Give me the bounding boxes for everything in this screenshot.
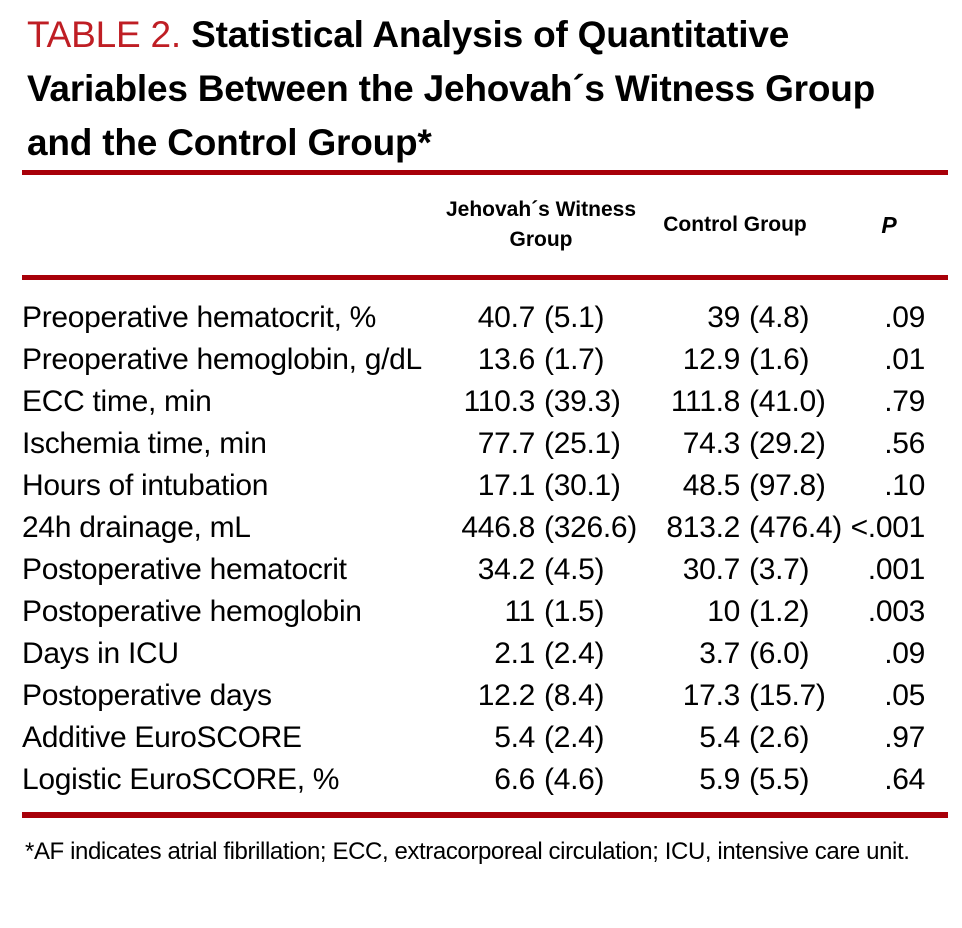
- table-row: Preoperative hematocrit, % 40.7 (5.1) 39…: [22, 297, 948, 339]
- row-label: Hours of intubation: [22, 469, 269, 502]
- jw-sd-value: (8.4): [544, 679, 605, 712]
- table-row: Postoperative hemoglobin 11 (1.5) 10 (1.…: [22, 591, 948, 633]
- table-body: Preoperative hematocrit, % 40.7 (5.1) 39…: [22, 297, 948, 801]
- table-row: Postoperative days 12.2 (8.4) 17.3 (15.7…: [22, 675, 948, 717]
- control-mean-value: 111.8: [670, 385, 740, 418]
- control-mean-value: 813.2: [666, 511, 740, 544]
- control-sd-value: (3.7): [749, 553, 810, 586]
- row-label: Preoperative hematocrit, %: [22, 301, 377, 334]
- p-value: .01: [884, 343, 925, 376]
- jw-mean-value: 6.6: [494, 763, 535, 796]
- control-sd-value: (6.0): [749, 637, 810, 670]
- row-label: 24h drainage, mL: [22, 511, 251, 544]
- jw-sd-value: (4.6): [544, 763, 605, 796]
- table-row: Additive EuroSCORE 5.4 (2.4) 5.4 (2.6) .…: [22, 717, 948, 759]
- table-footnote: *AF indicates atrial fibrillation; ECC, …: [25, 838, 910, 865]
- jw-mean-value: 2.1: [494, 637, 535, 670]
- p-value: .09: [884, 637, 925, 670]
- table-row: Logistic EuroSCORE, % 6.6 (4.6) 5.9 (5.5…: [22, 759, 948, 801]
- control-mean-value: 5.4: [699, 721, 740, 754]
- control-mean-value: 74.3: [682, 427, 741, 460]
- control-sd-value: (41.0): [749, 385, 826, 418]
- row-label: Ischemia time, min: [22, 427, 267, 460]
- control-sd-value: (97.8): [749, 469, 826, 502]
- row-label: Postoperative hemoglobin: [22, 595, 362, 628]
- p-value: .79: [884, 385, 925, 418]
- table-title-text: Statistical Analysis of Quantitative Var…: [27, 14, 876, 163]
- jw-sd-value: (2.4): [544, 721, 605, 754]
- control-sd-value: (476.4): [749, 511, 842, 544]
- table-row: Days in ICU 2.1 (2.4) 3.7 (6.0) .09: [22, 633, 948, 675]
- p-value: .001: [867, 553, 926, 586]
- row-label: Logistic EuroSCORE, %: [22, 763, 340, 796]
- table-row: 24h drainage, mL 446.8 (326.6) 813.2 (47…: [22, 507, 948, 549]
- p-value: .10: [884, 469, 925, 502]
- row-label: ECC time, min: [22, 385, 212, 418]
- control-sd-value: (2.6): [749, 721, 810, 754]
- control-sd-value: (1.6): [749, 343, 810, 376]
- jw-sd-value: (39.3): [544, 385, 621, 418]
- column-header-p: P: [881, 212, 897, 238]
- p-value: .05: [884, 679, 925, 712]
- jw-mean-value: 77.7: [477, 427, 536, 460]
- jw-mean-value: 40.7: [477, 301, 536, 334]
- p-value: .003: [867, 595, 926, 628]
- row-label: Preoperative hemoglobin, g/dL: [22, 343, 422, 376]
- control-mean-value: 12.9: [682, 343, 741, 376]
- jw-sd-value: (5.1): [544, 301, 605, 334]
- row-label: Additive EuroSCORE: [22, 721, 302, 754]
- p-value: .64: [884, 763, 925, 796]
- control-mean-value: 5.9: [699, 763, 740, 796]
- jw-mean-value: 12.2: [477, 679, 536, 712]
- control-mean-value: 17.3: [682, 679, 741, 712]
- column-header-jw-group: Jehovah´s Witness Group: [445, 198, 637, 251]
- jw-sd-value: (326.6): [544, 511, 637, 544]
- control-mean-value: 3.7: [699, 637, 740, 670]
- jw-mean-value: 17.1: [477, 469, 536, 502]
- rule-top: [22, 170, 948, 175]
- jw-sd-value: (1.5): [544, 595, 605, 628]
- jw-sd-value: (4.5): [544, 553, 605, 586]
- table-header-row: Jehovah´s Witness Group Control Group P: [22, 175, 948, 275]
- jw-mean-value: 110.3: [463, 385, 536, 418]
- jw-sd-value: (25.1): [544, 427, 621, 460]
- row-label: Days in ICU: [22, 637, 179, 670]
- table-row: Postoperative hematocrit 34.2 (4.5) 30.7…: [22, 549, 948, 591]
- table-row: Hours of intubation 17.1 (30.1) 48.5 (97…: [22, 465, 948, 507]
- table-row: Preoperative hemoglobin, g/dL 13.6 (1.7)…: [22, 339, 948, 381]
- table-row: Ischemia time, min 77.7 (25.1) 74.3 (29.…: [22, 423, 948, 465]
- jw-mean-value: 446.8: [461, 511, 535, 544]
- jw-mean-value: 11: [504, 595, 535, 628]
- control-mean-value: 39: [707, 301, 740, 334]
- control-mean-value: 48.5: [682, 469, 741, 502]
- p-value: .56: [884, 427, 925, 460]
- control-mean-value: 30.7: [682, 553, 741, 586]
- control-sd-value: (5.5): [749, 763, 810, 796]
- rule-below-header: [22, 275, 948, 280]
- table-title: TABLE 2. Statistical Analysis of Quantit…: [27, 8, 942, 170]
- table-row: ECC time, min 110.3 (39.3) 111.8 (41.0) …: [22, 381, 948, 423]
- control-sd-value: (4.8): [749, 301, 810, 334]
- jw-sd-value: (2.4): [544, 637, 605, 670]
- p-value: .09: [884, 301, 925, 334]
- row-label: Postoperative days: [22, 679, 272, 712]
- p-value: .97: [884, 721, 925, 754]
- table-number-label: TABLE 2.: [27, 14, 182, 55]
- jw-mean-value: 34.2: [477, 553, 536, 586]
- jw-mean-value: 5.4: [494, 721, 535, 754]
- jw-sd-value: (1.7): [544, 343, 605, 376]
- control-mean-value: 10: [707, 595, 740, 628]
- jw-mean-value: 13.6: [477, 343, 536, 376]
- column-header-control-group: Control Group: [663, 213, 807, 236]
- jw-sd-value: (30.1): [544, 469, 621, 502]
- rule-bottom: [22, 812, 948, 818]
- control-sd-value: (29.2): [749, 427, 826, 460]
- control-sd-value: (1.2): [749, 595, 810, 628]
- control-sd-value: (15.7): [749, 679, 826, 712]
- p-value: <.001: [850, 511, 926, 544]
- row-label: Postoperative hematocrit: [22, 553, 347, 586]
